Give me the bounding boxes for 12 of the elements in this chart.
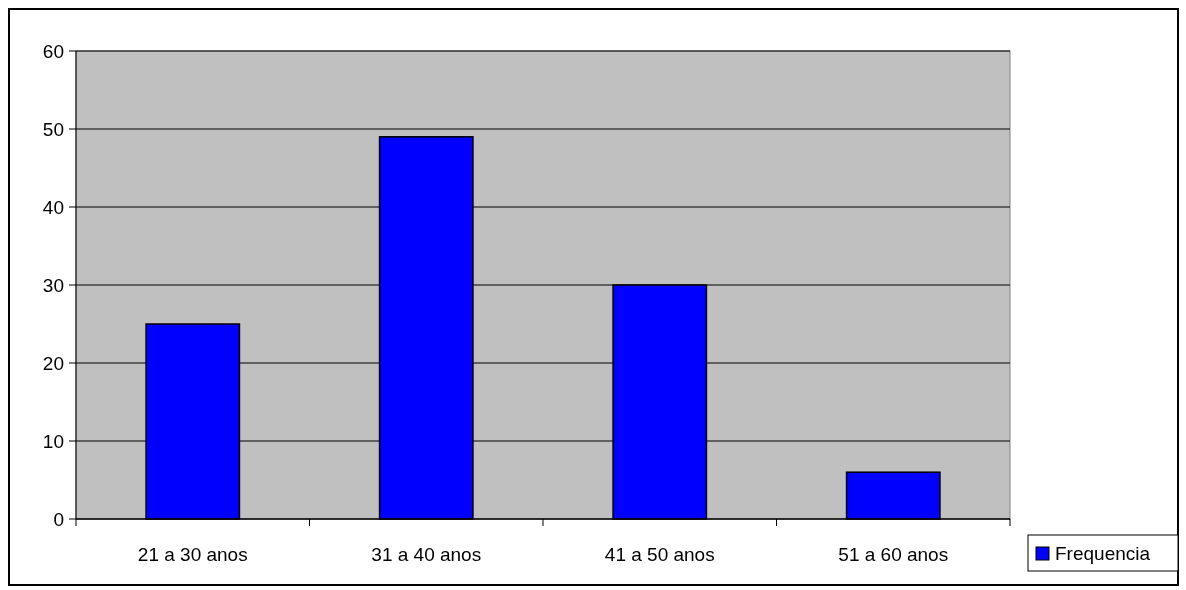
- y-tick-label: 10: [42, 430, 64, 452]
- x-tick-label: 31 a 40 anos: [371, 544, 482, 565]
- x-tick-label: 21 a 30 anos: [137, 544, 248, 565]
- y-tick-label: 30: [42, 274, 64, 296]
- y-tick-label: 40: [42, 196, 64, 218]
- y-tick-label: 60: [42, 40, 64, 62]
- legend-label: Frequencia: [1055, 542, 1151, 564]
- y-tick-label: 0: [53, 508, 64, 530]
- x-tick-label: 51 a 60 anos: [838, 544, 949, 565]
- y-tick-label: 50: [42, 118, 64, 140]
- x-tick-label: 41 a 50 anos: [604, 544, 715, 565]
- y-tick-label: 20: [42, 352, 64, 374]
